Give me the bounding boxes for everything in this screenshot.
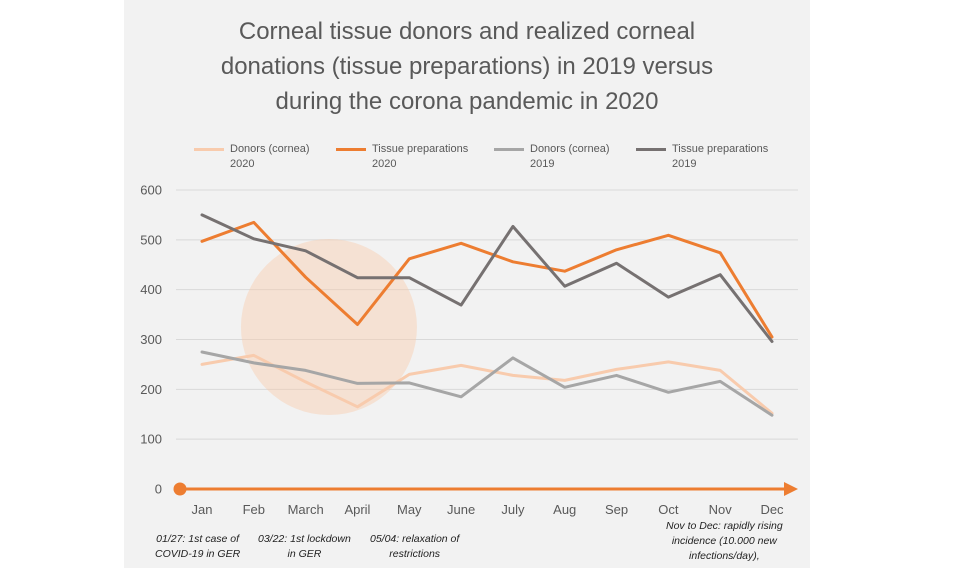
y-tick-label: 0: [155, 482, 162, 497]
x-tick-label: July: [501, 502, 525, 517]
series-line-3: [200, 213, 774, 343]
series-line-0: [200, 353, 774, 415]
x-tick-label: May: [397, 502, 422, 517]
chart-title-line: Corneal tissue donors and realized corne…: [238, 18, 696, 45]
legend-swatch: [494, 148, 524, 151]
timeline-start-dot: [173, 482, 187, 496]
x-tick-label: Nov: [709, 502, 733, 517]
x-tick-label: March: [288, 502, 324, 517]
y-tick-label: 500: [140, 232, 162, 247]
chart-title-line: during the corona pandemic in 2020: [275, 88, 659, 115]
timeline-arrowhead: [784, 482, 798, 496]
y-tick-label: 200: [140, 382, 162, 397]
legend-label: Donors (cornea) 2019: [530, 143, 610, 170]
annotation-relaxation: 05/04: relaxation of restrictions: [370, 533, 460, 560]
legend-label: Tissue preparations 2019: [672, 143, 769, 170]
y-tick-label: 600: [140, 183, 162, 198]
x-tick-label: April: [344, 502, 370, 517]
legend-swatch: [636, 148, 666, 151]
x-tick-label: Oct: [658, 502, 679, 517]
chart-title-line: donations (tissue preparations) in 2019 …: [220, 53, 714, 80]
y-tick-label: 100: [140, 432, 162, 447]
annotation-first-case: 01/27: 1st case of COVID-19 in GER: [155, 533, 241, 560]
series-line-1: [200, 220, 774, 339]
x-tick-label: June: [447, 502, 475, 517]
legend-swatch: [336, 148, 366, 151]
x-tick-label: Sep: [605, 502, 628, 517]
legend-label: Donors (cornea) 2020: [230, 143, 310, 170]
x-tick-label: Feb: [243, 502, 265, 517]
annotation-rising-incidence: Nov to Dec: rapidly rising incidence (10…: [666, 520, 783, 562]
x-tick-label: Aug: [553, 502, 576, 517]
lockdown-highlight-circle: [240, 239, 417, 416]
x-tick-label: Dec: [760, 502, 784, 517]
legend-label: Tissue preparations 2020: [372, 143, 469, 170]
y-tick-label: 300: [140, 332, 162, 347]
y-tick-label: 400: [140, 282, 162, 297]
annotation-first-lockdown: 03/22: 1st lockdown in GER: [258, 533, 351, 560]
series-line-2: [200, 350, 774, 417]
x-tick-label: Jan: [192, 502, 213, 517]
chart-title: Corneal tissue donors and realized corne…: [124, 14, 810, 119]
legend-swatch: [194, 148, 224, 151]
